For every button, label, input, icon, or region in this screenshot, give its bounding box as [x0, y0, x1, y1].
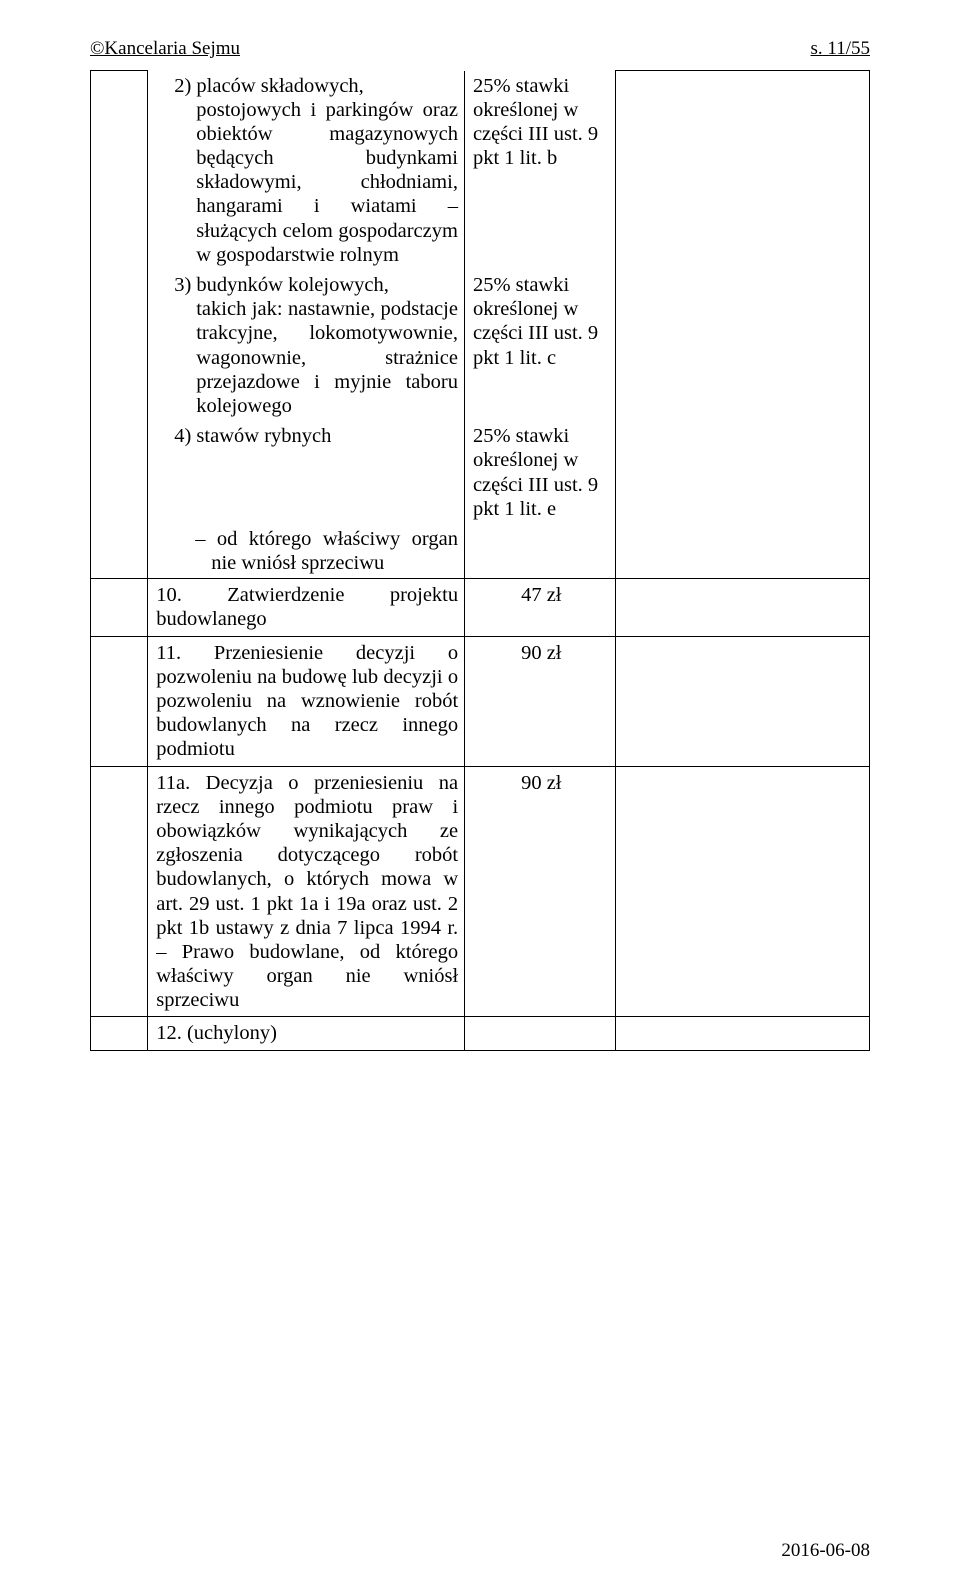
page-header: ©Kancelaria Sejmu s. 11/55 — [90, 38, 870, 60]
subitem-3-rate: 25% stawki określonej w części III ust. … — [464, 270, 615, 421]
document-page: ©Kancelaria Sejmu s. 11/55 2) p — [0, 0, 960, 1592]
row-11: 11. Przeniesienie decyzji o pozwoleniu n… — [91, 636, 870, 766]
row-10: 10. Zatwierdzenie projektu budowlanego 4… — [91, 579, 870, 636]
subrow-2: 2) placów składowych, postojowych i park… — [148, 71, 615, 271]
subitem-4-lead: 4) stawów rybnych — [156, 424, 458, 448]
subitem-2-text: 2) placów składowych, postojowych i park… — [148, 71, 464, 271]
row-12: 12. (uchylony) — [91, 1017, 870, 1050]
subrow-tail: – od którego właściwy organ nie wniósł s… — [148, 524, 615, 578]
cell-a-empty — [91, 71, 148, 579]
footer-date: 2016-06-08 — [781, 1540, 870, 1562]
cell-c-11: 90 zł — [465, 636, 616, 766]
subitem-3-rest: takich jak: nastawnie, podstacje trakcyj… — [156, 297, 458, 418]
cell-d-11 — [616, 636, 870, 766]
subitem-tail-text: – od którego właściwy organ nie wniósł s… — [148, 524, 464, 578]
cell-bc-subitems: 2) placów składowych, postojowych i park… — [148, 71, 616, 579]
cell-d-11a — [616, 766, 870, 1017]
cell-a-11a — [91, 766, 148, 1017]
header-page-number: s. 11/55 — [811, 38, 870, 60]
subitem-2-rate: 25% stawki określonej w części III ust. … — [464, 71, 615, 271]
cell-a-12 — [91, 1017, 148, 1050]
subrow-4: 4) stawów rybnych 25% stawki określonej … — [148, 421, 615, 524]
cell-c-10: 47 zł — [465, 579, 616, 636]
subitem-3-lead: 3) budynków kolejowych, — [156, 273, 458, 297]
subitem-3-text: 3) budynków kolejowych, takich jak: nast… — [148, 270, 464, 421]
cell-a-11 — [91, 636, 148, 766]
cell-d-12 — [616, 1017, 870, 1050]
subitem-2-rest: postojowych i parkingów oraz obiektów ma… — [156, 98, 458, 267]
regulation-table: 2) placów składowych, postojowych i park… — [90, 70, 870, 1051]
subrow-3: 3) budynków kolejowych, takich jak: nast… — [148, 270, 615, 421]
cell-c-11a: 90 zł — [465, 766, 616, 1017]
row-11a: 11a. Decyzja o przeniesieniu na rzecz in… — [91, 766, 870, 1017]
cell-b-10: 10. Zatwierdzenie projektu budowlanego — [148, 579, 465, 636]
cell-d-10 — [616, 579, 870, 636]
row-9-sub: 2) placów składowych, postojowych i park… — [91, 71, 870, 579]
cell-b-11a: 11a. Decyzja o przeniesieniu na rzecz in… — [148, 766, 465, 1017]
cell-a-10 — [91, 579, 148, 636]
tail-dash: – od którego właściwy organ nie wniósł s… — [156, 527, 458, 575]
cell-b-11: 11. Przeniesienie decyzji o pozwoleniu n… — [148, 636, 465, 766]
subitem-tail-rate — [464, 524, 615, 578]
cell-b-12: 12. (uchylony) — [148, 1017, 465, 1050]
header-copyright: ©Kancelaria Sejmu — [90, 38, 240, 60]
subitems-inner-table: 2) placów składowych, postojowych i park… — [148, 71, 615, 579]
cell-d-empty-1 — [616, 71, 870, 579]
cell-c-12 — [465, 1017, 616, 1050]
subitem-4-rate: 25% stawki określonej w części III ust. … — [464, 421, 615, 524]
subitem-4-text: 4) stawów rybnych — [148, 421, 464, 524]
subitem-2-lead: 2) placów składowych, — [156, 74, 458, 98]
